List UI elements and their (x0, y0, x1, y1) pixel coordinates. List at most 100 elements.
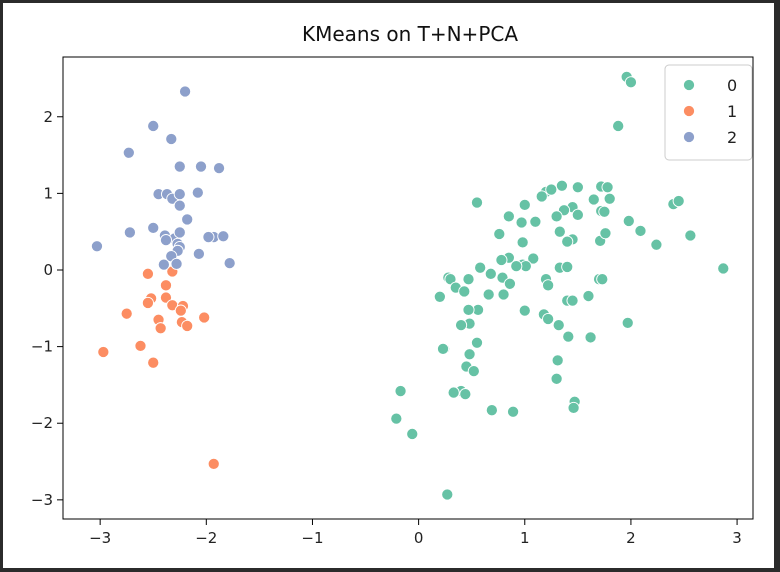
cluster-0-point (562, 330, 575, 343)
cluster-2-point (165, 132, 178, 146)
cluster-0-point (624, 76, 637, 89)
cluster-0-point (497, 288, 510, 301)
cluster-0-point (507, 405, 520, 418)
cluster-1-point (147, 356, 160, 369)
cluster-0-point (567, 401, 580, 414)
plot-frame (62, 56, 754, 520)
cluster-0-point (390, 412, 403, 425)
cluster-0-point (603, 192, 616, 205)
cluster-2-point (147, 221, 160, 234)
x-tick-label: 3 (732, 529, 742, 547)
cluster-0-point (441, 488, 454, 501)
cluster-0-point (467, 365, 480, 378)
cluster-1-point (97, 345, 110, 359)
points-layer (90, 70, 730, 501)
cluster-2-point (194, 160, 208, 173)
y-tick-label: 2 (43, 108, 53, 126)
cluster-0-point (394, 384, 407, 398)
cluster-0-point (516, 236, 529, 249)
cluster-0-point (406, 427, 419, 441)
cluster-2-point (173, 160, 186, 173)
cluster-0-point (493, 227, 506, 241)
cluster-0-point (502, 210, 515, 223)
cluster-2-point (173, 199, 186, 212)
legend-marker (682, 130, 696, 144)
scatter-chart: KMeans on T+N+PCA −3 −2 −1 0 1 2 3 −3 −2 −1 0 1 2 0… (31, 22, 754, 547)
cluster-0-point (433, 290, 446, 303)
cluster-0-point (599, 227, 612, 240)
cluster-2-point (147, 119, 160, 133)
cluster-0-point (598, 205, 611, 218)
x-tick-label: 1 (520, 529, 530, 547)
cluster-0-point (561, 235, 574, 248)
cluster-1-point (134, 339, 147, 352)
figure: KMeans on T+N+PCA −3 −2 −1 0 1 2 3 −3 −2 −1 0 1 2 0… (3, 3, 774, 568)
x-tick-label: −2 (195, 529, 217, 547)
y-tick-label: −3 (31, 491, 53, 509)
y-tick-label: 0 (43, 261, 53, 279)
cluster-0-point (552, 319, 565, 332)
cluster-0-point (561, 260, 574, 273)
cluster-0-point (555, 179, 568, 192)
cluster-0-point (535, 190, 548, 203)
legend-marker (682, 104, 696, 118)
x-tick-label: 0 (414, 529, 424, 547)
cluster-0-point (515, 216, 528, 229)
cluster-0-point (542, 312, 555, 326)
cluster-2-point (179, 85, 192, 98)
cluster-1-point (120, 307, 133, 320)
cluster-0-point (527, 252, 540, 265)
y-tick-label: 1 (43, 184, 53, 202)
cluster-0-point (518, 198, 531, 211)
y-tick-label: −1 (31, 338, 53, 356)
cluster-0-point (550, 210, 563, 223)
cluster-1-point (159, 279, 173, 292)
cluster-0-point (571, 181, 584, 194)
cluster-0-point (717, 262, 730, 275)
cluster-0-point (542, 279, 555, 292)
cluster-0-point (484, 267, 497, 280)
legend-label: 0 (727, 76, 737, 95)
cluster-0-point (529, 215, 542, 228)
x-tick-label: −3 (89, 529, 111, 547)
cluster-2-point (173, 226, 186, 239)
cluster-0-point (463, 348, 476, 361)
cluster-1-point (154, 322, 167, 335)
legend-marker (682, 78, 696, 92)
cluster-0-point (495, 253, 508, 267)
cluster-2-point (173, 188, 186, 201)
cluster-0-point (587, 193, 600, 206)
cluster-0-point (582, 289, 595, 303)
cluster-2-point (181, 213, 194, 226)
cluster-0-point (447, 386, 460, 399)
legend-box (664, 64, 753, 161)
cluster-2-point (122, 146, 135, 159)
cluster-0-point (510, 260, 523, 273)
cluster-0-point (566, 294, 579, 307)
cluster-0-point (470, 196, 484, 209)
cluster-0-point (485, 404, 498, 417)
cluster-0-point (596, 273, 609, 286)
cluster-0-point (551, 354, 564, 367)
x-tick-label: 2 (626, 529, 636, 547)
cluster-0-point (518, 304, 531, 317)
cluster-0-point (459, 388, 472, 401)
cluster-0-point (622, 214, 635, 228)
x-axis: −3 −2 −1 0 1 2 3 (89, 519, 742, 547)
cluster-0-point (462, 273, 475, 286)
cluster-2-point (223, 257, 236, 270)
cluster-1-point (141, 267, 154, 280)
cluster-0-point (455, 319, 468, 332)
legend-label: 1 (727, 102, 737, 121)
cluster-0-point (482, 288, 495, 301)
cluster-0-point (612, 119, 625, 133)
cluster-2-point (90, 240, 104, 253)
cluster-2-point (191, 186, 204, 199)
cluster-2-point (170, 257, 183, 270)
y-axis: −3 −2 −1 0 1 2 (31, 108, 63, 509)
cluster-1-point (207, 457, 220, 470)
cluster-0-point (470, 336, 484, 349)
cluster-2-point (202, 230, 215, 244)
cluster-1-point (198, 311, 211, 324)
cluster-2-point (217, 230, 230, 243)
